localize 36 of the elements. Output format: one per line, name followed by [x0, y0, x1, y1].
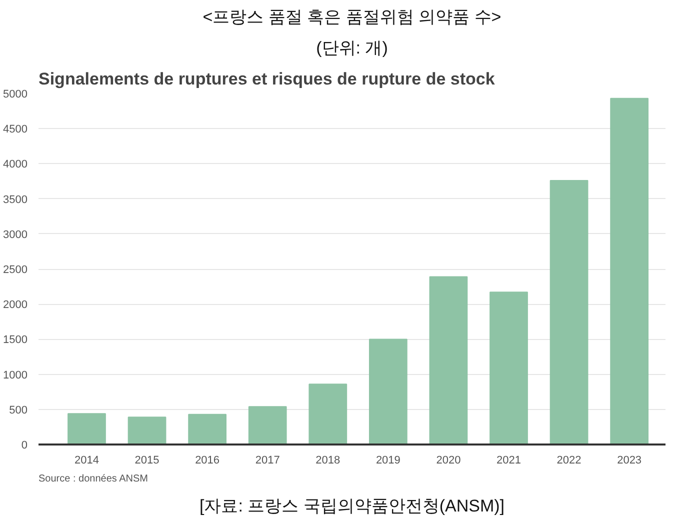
bar: [308, 384, 348, 444]
y-tick-label: 4000: [3, 158, 28, 171]
bar: [128, 416, 166, 444]
bar: [248, 406, 287, 444]
bar: [68, 413, 106, 444]
y-tick-label: 2000: [3, 299, 28, 312]
text: Signalements de ruptures et risques de rupture de stock: [38, 70, 496, 88]
text: [자료: 프랑스 국립의약품안전청(ANSM)]: [199, 496, 505, 516]
y-tick-label: 3500: [3, 194, 28, 206]
x-tick-label: 2015: [134, 454, 160, 466]
x-tick-label: 2016: [195, 454, 220, 466]
bar: [188, 414, 226, 444]
bar: [610, 98, 649, 444]
y-tick-label: 5000: [3, 88, 28, 100]
bar: [429, 276, 468, 444]
x-tick-label: 2020: [436, 454, 461, 466]
y-tick-label: 2500: [3, 264, 28, 276]
x-tick-label: 2017: [255, 454, 280, 466]
chart-subtitle: (단위: 개): [316, 38, 388, 58]
y-tick-label: 3000: [3, 228, 28, 241]
x-tick-label: 2014: [74, 454, 99, 466]
x-tick-label: 2021: [496, 454, 521, 466]
x-tick-label: 2022: [556, 454, 582, 466]
chart-title: <프랑스 품절 혹은 품절위험 의약품 수>: [202, 8, 502, 26]
bar: [490, 292, 528, 444]
x-tick-label: 2018: [316, 454, 340, 466]
y-tick-label: 4500: [3, 124, 28, 136]
y-tick-label: 500: [9, 404, 28, 416]
y-tick-label: 1000: [3, 369, 28, 382]
y-tick-label: 0: [21, 440, 28, 452]
bar: [550, 180, 588, 444]
y-tick-label: 1500: [3, 334, 28, 346]
x-tick-label: 2023: [617, 454, 642, 466]
source-note: Source : données ANSM: [38, 474, 148, 484]
x-tick-label: 2019: [376, 454, 400, 466]
bar: [368, 338, 408, 444]
